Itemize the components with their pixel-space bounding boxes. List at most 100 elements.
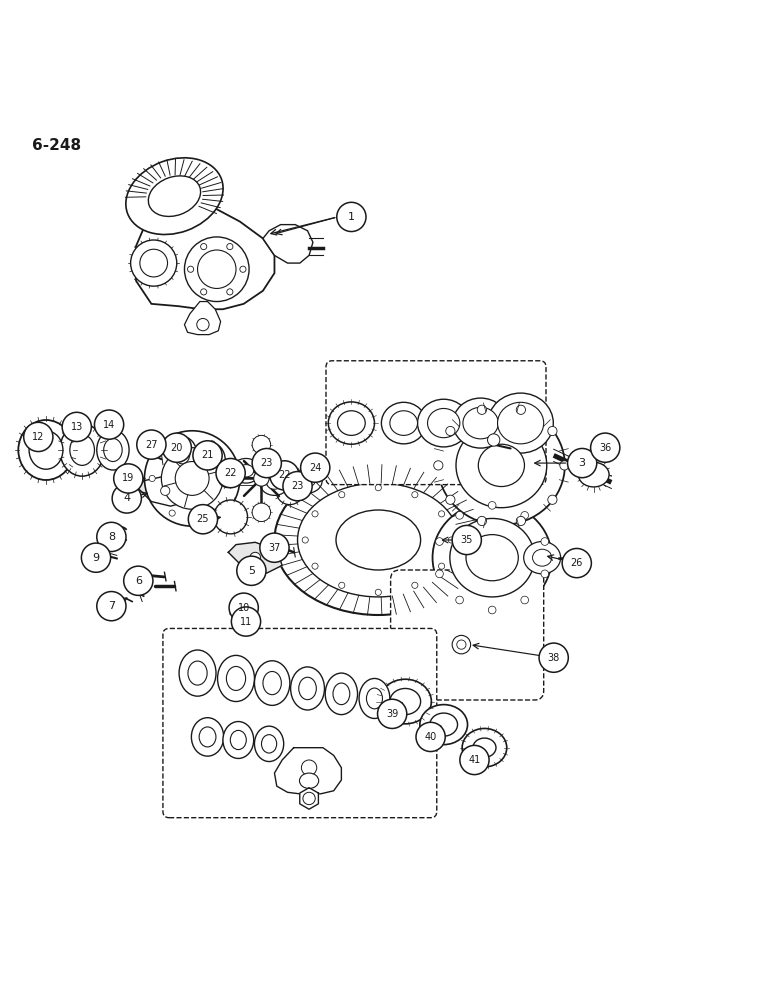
- Ellipse shape: [239, 465, 254, 477]
- Ellipse shape: [191, 718, 224, 756]
- Circle shape: [455, 596, 463, 604]
- Circle shape: [250, 552, 261, 563]
- Ellipse shape: [126, 158, 223, 235]
- Circle shape: [411, 492, 418, 498]
- Circle shape: [411, 582, 418, 588]
- Circle shape: [337, 202, 366, 232]
- Ellipse shape: [226, 666, 245, 690]
- Circle shape: [254, 471, 269, 486]
- Circle shape: [188, 266, 194, 272]
- Circle shape: [286, 469, 304, 488]
- Circle shape: [175, 462, 209, 495]
- Circle shape: [438, 563, 445, 569]
- Text: 26: 26: [571, 558, 583, 568]
- Circle shape: [149, 475, 155, 482]
- Ellipse shape: [333, 683, 350, 705]
- Ellipse shape: [462, 728, 506, 767]
- Circle shape: [96, 592, 126, 621]
- Ellipse shape: [381, 402, 426, 444]
- Ellipse shape: [232, 458, 261, 483]
- Text: 13: 13: [71, 422, 83, 432]
- Ellipse shape: [263, 671, 281, 695]
- Circle shape: [449, 537, 455, 543]
- Circle shape: [283, 472, 312, 501]
- Circle shape: [445, 426, 455, 436]
- Text: 9: 9: [93, 553, 100, 563]
- Text: 6: 6: [135, 576, 142, 586]
- Circle shape: [198, 250, 236, 288]
- FancyBboxPatch shape: [163, 628, 437, 818]
- Circle shape: [548, 495, 557, 504]
- Polygon shape: [136, 204, 275, 309]
- Ellipse shape: [390, 411, 418, 435]
- Ellipse shape: [19, 420, 73, 480]
- Circle shape: [516, 405, 526, 414]
- Circle shape: [162, 433, 191, 462]
- Circle shape: [489, 606, 496, 614]
- Circle shape: [227, 244, 233, 250]
- Ellipse shape: [438, 406, 565, 525]
- Circle shape: [237, 556, 266, 585]
- Text: 23: 23: [261, 458, 273, 468]
- Circle shape: [130, 240, 177, 286]
- Circle shape: [312, 563, 318, 569]
- Ellipse shape: [218, 655, 255, 702]
- Circle shape: [460, 745, 489, 775]
- FancyBboxPatch shape: [391, 570, 543, 700]
- Circle shape: [516, 516, 526, 526]
- Polygon shape: [263, 225, 313, 263]
- Ellipse shape: [473, 738, 496, 757]
- Ellipse shape: [299, 677, 317, 700]
- Circle shape: [435, 570, 443, 578]
- Ellipse shape: [96, 430, 129, 470]
- Circle shape: [435, 538, 443, 545]
- Ellipse shape: [196, 443, 225, 477]
- Circle shape: [193, 441, 222, 470]
- Ellipse shape: [297, 483, 459, 597]
- Ellipse shape: [328, 402, 374, 444]
- Text: 14: 14: [103, 420, 115, 430]
- Ellipse shape: [379, 679, 432, 724]
- Text: 19: 19: [122, 473, 134, 483]
- Circle shape: [229, 593, 259, 622]
- Ellipse shape: [300, 773, 319, 788]
- Circle shape: [455, 512, 463, 519]
- Text: 22: 22: [278, 470, 291, 480]
- Ellipse shape: [203, 450, 218, 470]
- Ellipse shape: [359, 678, 390, 718]
- Circle shape: [94, 410, 124, 439]
- Circle shape: [270, 461, 299, 490]
- Circle shape: [300, 453, 330, 482]
- Ellipse shape: [420, 705, 468, 745]
- Circle shape: [489, 502, 496, 509]
- Circle shape: [232, 607, 261, 636]
- Ellipse shape: [432, 502, 552, 613]
- Ellipse shape: [290, 667, 324, 710]
- Text: 25: 25: [197, 514, 209, 524]
- Text: 27: 27: [145, 440, 157, 450]
- Ellipse shape: [337, 411, 365, 435]
- Text: 39: 39: [386, 709, 398, 719]
- Ellipse shape: [255, 726, 283, 762]
- Ellipse shape: [267, 477, 282, 489]
- Ellipse shape: [367, 688, 382, 709]
- Ellipse shape: [168, 437, 197, 471]
- Ellipse shape: [497, 402, 543, 444]
- Circle shape: [488, 434, 499, 446]
- Circle shape: [562, 548, 591, 578]
- Circle shape: [301, 760, 317, 775]
- Ellipse shape: [179, 650, 216, 696]
- Circle shape: [161, 448, 223, 509]
- Text: 8: 8: [108, 532, 115, 542]
- Circle shape: [339, 582, 345, 588]
- Circle shape: [521, 512, 529, 519]
- Circle shape: [169, 441, 175, 447]
- Circle shape: [140, 249, 168, 277]
- Circle shape: [416, 722, 445, 752]
- Circle shape: [260, 533, 289, 562]
- Ellipse shape: [255, 661, 290, 705]
- Circle shape: [452, 635, 471, 654]
- Circle shape: [137, 430, 166, 459]
- Ellipse shape: [223, 722, 254, 758]
- Ellipse shape: [428, 408, 460, 438]
